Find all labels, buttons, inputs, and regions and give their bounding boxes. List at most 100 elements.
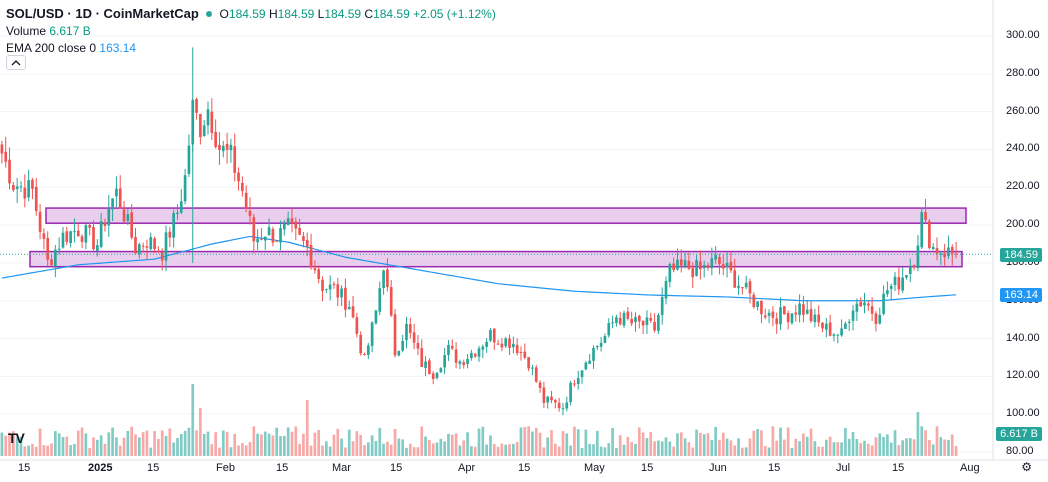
candle-body [76,230,80,237]
candle-body [527,357,530,369]
candle-body [187,145,191,174]
volume-bar [324,441,328,456]
volume-bar [374,440,378,456]
candle-body [439,368,443,373]
candle-body [653,321,656,331]
volume-bar [603,447,607,456]
candle-body [374,310,378,324]
volume-tag: 6.617 B [996,427,1042,441]
candle-body [741,287,744,289]
volume-bar [634,443,637,456]
candle-body [237,172,240,182]
volume-bar [263,431,267,456]
candle-body [504,338,508,347]
volume-bar [672,446,675,456]
candle-body [412,332,416,343]
volume-bar [57,433,61,456]
ema-legend[interactable]: EMA 200 close 0 163.14 [6,41,136,55]
zone-rectangle[interactable] [45,207,967,224]
volume-bar [626,437,630,456]
candle-body [260,238,263,240]
candle-body [840,328,843,336]
candle-body [786,313,790,323]
volume-bar [214,432,217,456]
volume-legend[interactable]: Volume 6.617 B [6,24,91,38]
volume-bar [237,445,240,456]
volume-bar [733,445,737,456]
candle-body [241,183,244,192]
candle-body [263,236,267,241]
candle-body [332,283,336,285]
candle-body [866,303,870,306]
volume-bar [794,438,798,456]
settings-gear-icon[interactable]: ⚙ [1021,460,1032,474]
volume-bar [748,438,752,456]
volume-bar [565,433,569,456]
price-tick-label: 280.00 [1006,66,1040,79]
volume-bar [637,427,641,456]
volume-bar [920,426,924,456]
change-value: +2.05 (+1.12%) [413,7,496,21]
volume-bar [34,446,38,456]
candle-body [687,260,691,269]
volume-bar [611,427,614,456]
volume-bar [450,434,454,456]
volume-bar [4,435,8,456]
candle-body [473,353,477,357]
volume-bar [676,433,679,456]
volume-bar [527,426,530,456]
symbol-title[interactable]: SOL/USD · 1D · CoinMarketCap [6,6,199,21]
volume-bar [283,435,286,456]
candle-body [256,238,259,243]
price-tick-label: 260.00 [1006,104,1040,117]
open-label: O [219,7,229,21]
time-tick-label: 15 [518,462,531,474]
candle-body [99,221,103,247]
volume-bar [477,428,481,456]
candle-body [454,349,458,363]
candle-body [546,396,550,403]
candle-body [805,309,809,314]
volume-bar [729,440,733,456]
volume-bar [279,436,282,456]
candle-body [878,314,882,324]
tradingview-logo[interactable]: TV [8,430,25,446]
volume-bar [912,439,916,456]
candle-body [706,265,710,268]
volume-bar [256,433,259,456]
time-tick-label: Feb [216,462,235,474]
volume-bar [931,444,935,456]
volume-bar [241,443,244,456]
candle-body [763,315,767,318]
candle-body [218,144,221,150]
volume-bar [218,447,221,456]
volume-bar [512,443,515,456]
volume-bar [145,430,149,456]
candle-body [290,218,294,224]
candle-body [313,268,317,271]
volume-bar [12,431,15,456]
candle-body [202,125,206,137]
candle-body [920,212,924,248]
volume-bar [435,442,439,456]
candle-body [767,312,771,316]
volume-bar [206,431,210,456]
candle-body [725,262,729,267]
collapse-legend-button[interactable] [6,55,26,70]
candle-body [756,301,759,307]
candle-body [462,362,466,365]
volume-bar [260,434,263,456]
candle-body [534,367,538,382]
volume-bar [431,443,435,456]
volume-bar [23,446,27,456]
volume-bar [271,435,275,456]
candle-body [783,306,786,315]
candle-body [95,245,99,251]
candle-body [302,236,305,241]
volume-bar [599,446,603,456]
zone-rectangle[interactable] [29,250,963,268]
candle-body [626,311,630,319]
volume-bar [401,439,405,456]
candle-body [199,113,202,138]
